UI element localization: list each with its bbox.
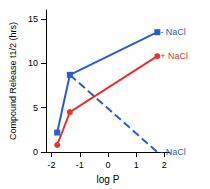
svg-text:- NaCl: - NaCl — [160, 27, 186, 37]
svg-text:5: 5 — [33, 103, 38, 113]
svg-text:-1: -1 — [76, 160, 84, 170]
svg-text:log P: log P — [97, 174, 120, 185]
svg-text:10: 10 — [28, 58, 38, 68]
svg-text:0: 0 — [33, 147, 38, 157]
svg-text:1: 1 — [134, 160, 139, 170]
svg-text:0: 0 — [105, 160, 110, 170]
svg-text:+ NaCl: + NaCl — [160, 51, 188, 61]
svg-text:15: 15 — [28, 14, 38, 24]
svg-text:Compound Release t1/2 (hrs): Compound Release t1/2 (hrs) — [8, 22, 18, 140]
svg-text:- NaCl: - NaCl — [160, 147, 186, 157]
svg-text:2: 2 — [162, 160, 167, 170]
svg-text:-2: -2 — [48, 160, 56, 170]
